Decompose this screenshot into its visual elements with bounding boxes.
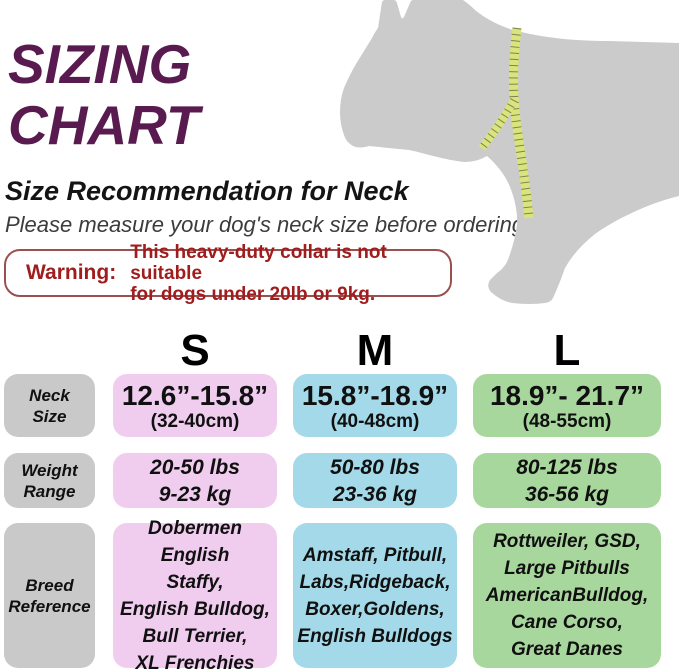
neck-size-l-cm: (48-55cm) bbox=[522, 410, 612, 432]
breed-reference-m-value: Amstaff, Pitbull, Labs,Ridgeback, Boxer,… bbox=[297, 544, 453, 647]
row-label-neck-size: Neck Size bbox=[4, 374, 95, 437]
breed-reference-s-value: Dobermen English Staffy, English Bulldog… bbox=[120, 517, 270, 672]
french-bulldog-silhouette bbox=[340, 0, 679, 304]
warning-label: Warning: bbox=[26, 261, 117, 284]
neck-size-s-inches: 12.6”-15.8” bbox=[121, 379, 269, 411]
neck-size-s: 12.6”-15.8” (32-40cm) bbox=[113, 374, 277, 437]
neck-size-m-cm: (40-48cm) bbox=[330, 410, 420, 432]
breed-reference-l: Rottweiler, GSD, Large Pitbulls American… bbox=[473, 523, 661, 668]
breed-reference-s: Dobermen English Staffy, English Bulldog… bbox=[113, 518, 277, 672]
neck-size-s-cm: (32-40cm) bbox=[150, 410, 240, 432]
neck-size-m-inches: 15.8”-18.9” bbox=[301, 379, 449, 411]
neck-size-m: 15.8”-18.9” (40-48cm) bbox=[293, 374, 457, 437]
weight-range-l-value: 80-125 lbs 36-56 kg bbox=[516, 455, 618, 506]
warning-box: Warning: This heavy-duty collar is not s… bbox=[4, 242, 452, 305]
neck-size-l: 18.9”- 21.7” (48-55cm) bbox=[473, 374, 661, 437]
size-header-m: M bbox=[356, 326, 394, 375]
subtitle: Size Recommendation for Neck bbox=[5, 176, 409, 206]
row-label-breed-reference: Breed Reference bbox=[4, 523, 95, 668]
page-title: SIZING CHART bbox=[8, 33, 200, 156]
breed-reference-m: Amstaff, Pitbull, Labs,Ridgeback, Boxer,… bbox=[293, 523, 457, 668]
measure-note: Please measure your dog's neck size befo… bbox=[5, 212, 525, 237]
breed-reference-l-value: Rottweiler, GSD, Large Pitbulls American… bbox=[485, 531, 649, 660]
size-header-l: L bbox=[553, 326, 581, 375]
weight-range-l: 80-125 lbs 36-56 kg bbox=[473, 453, 661, 508]
weight-range-m: 50-80 lbs 23-36 kg bbox=[293, 453, 457, 508]
neck-size-l-inches: 18.9”- 21.7” bbox=[489, 379, 645, 411]
weight-range-s: 20-50 lbs 9-23 kg bbox=[113, 453, 277, 508]
weight-range-m-value: 50-80 lbs 23-36 kg bbox=[330, 455, 420, 506]
size-header-s: S bbox=[180, 326, 210, 375]
weight-range-s-value: 20-50 lbs 9-23 kg bbox=[150, 455, 240, 506]
dog-illustration bbox=[339, 0, 679, 320]
warning-message: This heavy-duty collar is not suitable f… bbox=[130, 241, 387, 305]
measuring-tape bbox=[478, 27, 534, 219]
row-label-weight-range: Weight Range bbox=[4, 453, 95, 508]
